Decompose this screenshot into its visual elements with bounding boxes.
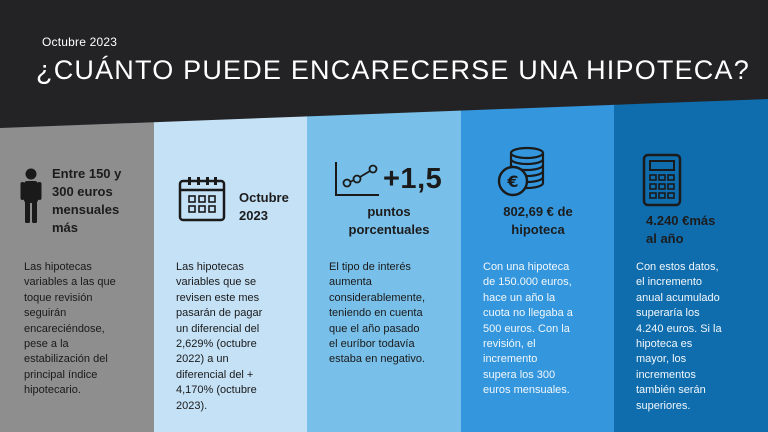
column-text: Las hipotecas variables que se revisen e… <box>176 261 263 412</box>
column-text: Con una hipoteca de 150.000 euros, hace … <box>483 261 573 397</box>
column-percentage-points: +1,5 puntos porcentuales El tipo de inte… <box>307 99 461 432</box>
header-band: Octubre 2023 ¿CUÁNTO PUEDE ENCARECERSE U… <box>0 0 768 130</box>
trend-line-icon <box>335 162 379 196</box>
big-stat: +1,5 <box>383 163 443 195</box>
svg-text:€: € <box>506 172 518 191</box>
column-text: El tipo de interés aumenta considerablem… <box>329 261 426 366</box>
column-mortgage-payment: € 802,69 € de hipoteca Con una hipoteca … <box>461 99 615 432</box>
person-icon <box>20 168 42 223</box>
date-label: Octubre 2023 <box>42 35 118 49</box>
column-october-2023: Octubre 2023 Las hipotecas variables que… <box>154 99 308 432</box>
column-heading: puntos porcentuales <box>348 204 430 237</box>
calendar-icon <box>178 177 226 222</box>
page-title: ¿CUÁNTO PUEDE ENCARECERSE UNA HIPOTECA? <box>36 55 750 85</box>
euro-coins-icon: € <box>497 146 545 197</box>
calculator-icon <box>642 153 682 207</box>
column-heading: Entre 150 y 300 euros mensuales más <box>52 166 122 235</box>
column-heading: Octubre 2023 <box>239 190 289 223</box>
column-text: Con estos datos, el incremento anual acu… <box>636 261 722 412</box>
column-monthly-increase: Entre 150 y 300 euros mensuales más Las … <box>0 99 154 432</box>
column-text: Las hipotecas variables a las que toque … <box>24 261 116 397</box>
column-annual-increase: 4.240 €más al año Con estos datos, el in… <box>614 99 768 432</box>
column-heading: 802,69 € de hipoteca <box>503 204 573 237</box>
column-heading: 4.240 €más al año <box>646 213 716 246</box>
